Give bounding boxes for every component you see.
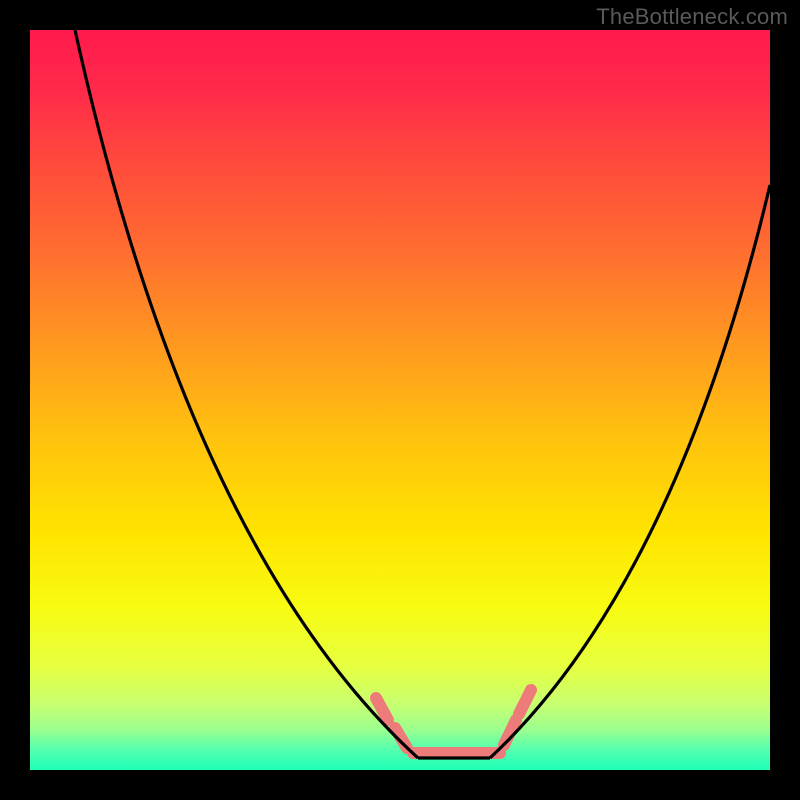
chart-frame: TheBottleneck.com: [0, 0, 800, 800]
plot-background: [30, 30, 770, 770]
bottleneck-chart: [0, 0, 800, 800]
watermark-text: TheBottleneck.com: [596, 4, 788, 30]
